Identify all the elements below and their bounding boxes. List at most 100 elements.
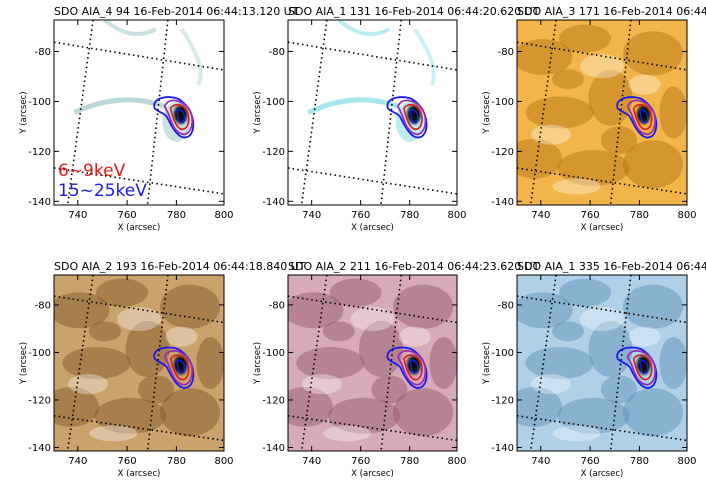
y-tick-label: -120	[262, 395, 285, 406]
y-tick-label: -80	[269, 300, 285, 311]
euv-image	[54, 20, 224, 205]
heliographic-grid	[288, 20, 457, 205]
contour-6-9kev	[169, 354, 190, 381]
y-tick-label: -120	[28, 147, 51, 158]
x-tick-label: 760	[581, 456, 600, 467]
panel-title: SDO AIA_3 171 16-Feb-2014 06:44:23.340 U…	[517, 5, 706, 18]
rhessi-contours	[616, 96, 658, 139]
x-tick-label: 740	[302, 456, 321, 467]
euv-image	[54, 275, 224, 451]
x-tick-label: 740	[68, 456, 87, 467]
y-axis-label: Y (arcsec)	[19, 91, 29, 134]
euv-image	[288, 275, 457, 451]
y-tick-label: -140	[262, 443, 285, 454]
panel-frame	[53, 19, 225, 206]
legend-label: 15~25keV	[58, 181, 147, 201]
y-tick-label: -120	[28, 395, 51, 406]
y-tick-label: -140	[491, 443, 514, 454]
panel-frame	[53, 274, 225, 452]
y-tick-label: -120	[491, 395, 514, 406]
y-tick-label: -120	[491, 147, 514, 158]
contour-6-9kev	[632, 103, 653, 131]
heliographic-grid	[54, 275, 224, 451]
contour-15-25kev	[616, 96, 658, 139]
panel-aia-94: 740 760 780 800 -80 -100 -120 -140 X (arcsec) Y (…	[19, 5, 299, 233]
y-tick-label: -80	[35, 300, 51, 311]
contour-6-9kev	[403, 354, 423, 381]
x-tick-label: 760	[118, 210, 137, 221]
x-tick-label: 800	[447, 456, 466, 467]
panel-aia-171: 740 760 780 800 -80 -100 -120 -140 X (arcsec) Y (…	[482, 5, 706, 233]
x-tick-label: 740	[302, 210, 321, 221]
x-tick-label: 760	[351, 456, 370, 467]
y-tick-label: -140	[491, 197, 514, 208]
y-axis-label: Y (arcsec)	[19, 342, 29, 385]
euv-image	[288, 20, 457, 205]
contour-15-25kev	[616, 346, 658, 389]
x-tick-label: 800	[214, 456, 233, 467]
x-tick-label: 800	[677, 456, 696, 467]
panel-aia-193: 740 760 780 800 -80 -100 -120 -140 X (arcsec) Y (…	[19, 260, 306, 479]
contour-15-25kev	[153, 346, 195, 389]
x-tick-label: 780	[400, 456, 419, 467]
x-tick-label: 740	[68, 210, 87, 221]
panel-title: SDO AIA_1 131 16-Feb-2014 06:44:20.620 U…	[288, 5, 540, 18]
panel-aia-131: 740 760 780 800 -80 -100 -120 -140 X (arcsec) Y (…	[253, 5, 540, 233]
y-axis-label: Y (arcsec)	[253, 342, 263, 385]
y-tick-label: -140	[28, 197, 51, 208]
x-tick-label: 800	[214, 210, 233, 221]
x-tick-label: 760	[118, 456, 137, 467]
coronal-structure	[54, 278, 224, 442]
y-tick-label: -100	[262, 348, 285, 359]
panel-title: SDO AIA_2 193 16-Feb-2014 06:44:18.840 U…	[54, 260, 306, 273]
coronal-structure	[288, 278, 457, 442]
contour-6-9kev	[403, 103, 423, 131]
panel-frame	[287, 274, 458, 452]
y-tick-label: -140	[262, 197, 285, 208]
rhessi-contours	[616, 346, 658, 389]
y-tick-label: -80	[35, 47, 51, 58]
x-axis-label: X (arcsec)	[581, 223, 624, 233]
y-tick-label: -100	[491, 97, 514, 108]
rhessi-contours	[153, 96, 195, 139]
panel-title: SDO AIA_1 335 16-Feb-2014 06:44:14.620 U…	[517, 260, 706, 273]
x-tick-label: 800	[447, 210, 466, 221]
x-axis-label: X (arcsec)	[118, 223, 161, 233]
x-axis-label: X (arcsec)	[351, 469, 394, 479]
y-tick-label: -100	[491, 348, 514, 359]
rhessi-contours	[386, 346, 428, 389]
coronal-structure	[517, 278, 687, 442]
x-tick-label: 740	[531, 210, 550, 221]
x-tick-label: 780	[630, 456, 649, 467]
panel-frame	[287, 19, 458, 206]
y-tick-label: -140	[28, 443, 51, 454]
y-axis-label: Y (arcsec)	[482, 342, 492, 385]
x-tick-label: 780	[630, 210, 649, 221]
panel-frame	[516, 274, 688, 452]
panel-title: SDO AIA_4 94 16-Feb-2014 06:44:13.120 UT	[54, 5, 299, 18]
rhessi-contours	[386, 96, 428, 139]
x-tick-label: 740	[531, 456, 550, 467]
y-tick-label: -100	[28, 97, 51, 108]
x-axis-label: X (arcsec)	[351, 223, 394, 233]
x-tick-label: 760	[581, 210, 600, 221]
heliographic-grid	[517, 275, 687, 451]
y-tick-label: -120	[262, 147, 285, 158]
euv-image	[517, 20, 687, 205]
y-tick-label: -80	[269, 47, 285, 58]
heliographic-grid	[54, 20, 224, 205]
heliographic-grid	[288, 275, 457, 451]
x-tick-label: 780	[167, 210, 186, 221]
y-tick-label: -100	[262, 97, 285, 108]
y-axis-label: Y (arcsec)	[482, 91, 492, 134]
y-tick-label: -100	[28, 348, 51, 359]
contour-6-9kev	[169, 103, 190, 131]
heliographic-grid	[517, 20, 687, 205]
euv-image	[517, 275, 687, 451]
y-axis-label: Y (arcsec)	[253, 91, 263, 134]
x-axis-label: X (arcsec)	[118, 469, 161, 479]
x-axis-label: X (arcsec)	[581, 469, 624, 479]
contour-15-25kev	[153, 96, 195, 139]
